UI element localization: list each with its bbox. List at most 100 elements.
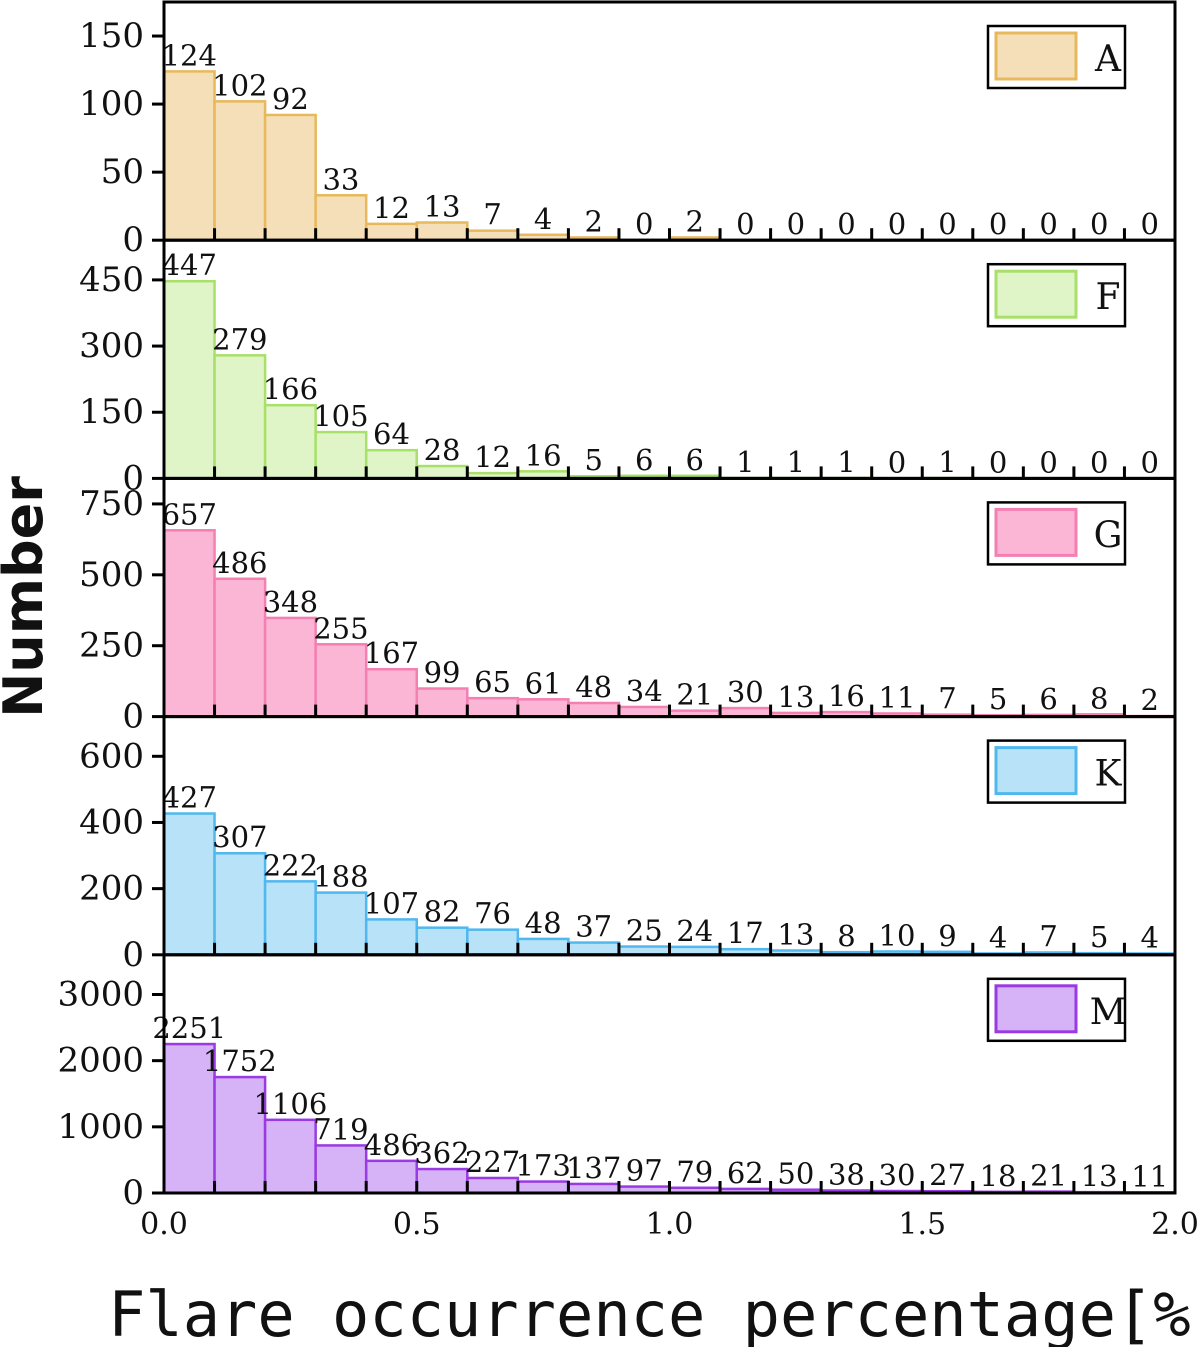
y-tick-label-m-2: 2000 bbox=[57, 1041, 144, 1081]
y-tick-label-a-3: 150 bbox=[79, 16, 144, 56]
bar-g-7 bbox=[518, 699, 569, 716]
legend-swatch-k bbox=[996, 748, 1076, 794]
data-label-a-4: 12 bbox=[373, 191, 410, 225]
data-label-g-15: 7 bbox=[938, 682, 956, 716]
bar-m-3 bbox=[316, 1145, 367, 1193]
data-label-g-8: 48 bbox=[575, 670, 612, 704]
data-label-g-13: 16 bbox=[828, 679, 865, 713]
legend-f: F bbox=[988, 264, 1125, 326]
data-label-k-17: 7 bbox=[1039, 919, 1057, 953]
data-label-k-9: 25 bbox=[626, 914, 663, 948]
legend-swatch-g bbox=[996, 509, 1076, 555]
data-label-f-1: 279 bbox=[212, 322, 267, 356]
data-label-m-17: 21 bbox=[1030, 1159, 1067, 1193]
data-label-m-1: 1752 bbox=[203, 1044, 277, 1078]
data-label-g-12: 13 bbox=[777, 680, 814, 714]
y-axis-label: Number bbox=[0, 476, 55, 718]
bar-a-2 bbox=[265, 115, 316, 240]
data-label-g-16: 5 bbox=[989, 682, 1007, 716]
bar-m-4 bbox=[366, 1161, 417, 1193]
legend-swatch-a bbox=[996, 33, 1076, 79]
bar-g-2 bbox=[265, 618, 316, 717]
data-label-f-10: 6 bbox=[686, 443, 704, 477]
bar-f-3 bbox=[316, 432, 367, 478]
bar-k-0 bbox=[164, 814, 215, 955]
data-label-m-19: 11 bbox=[1131, 1159, 1168, 1193]
bar-g-6 bbox=[467, 698, 518, 716]
data-label-a-13: 0 bbox=[837, 207, 855, 241]
data-label-k-6: 76 bbox=[474, 897, 511, 931]
bar-g-0 bbox=[164, 530, 215, 716]
y-tick-label-a-1: 50 bbox=[101, 152, 144, 192]
data-label-f-11: 1 bbox=[736, 445, 754, 479]
data-label-m-5: 362 bbox=[414, 1136, 469, 1170]
bar-f-4 bbox=[366, 450, 417, 478]
data-label-a-12: 0 bbox=[787, 207, 805, 241]
data-label-a-15: 0 bbox=[938, 207, 956, 241]
data-label-a-18: 0 bbox=[1090, 207, 1108, 241]
data-label-g-3: 255 bbox=[313, 611, 368, 645]
y-tick-label-m-3: 3000 bbox=[57, 975, 144, 1015]
bar-g-8 bbox=[568, 703, 619, 717]
legend-label-k: K bbox=[1095, 754, 1123, 795]
bar-f-0 bbox=[164, 281, 215, 478]
data-label-g-17: 6 bbox=[1039, 682, 1057, 716]
y-tick-label-k-1: 200 bbox=[79, 869, 144, 909]
bar-a-1 bbox=[215, 101, 266, 240]
data-label-f-9: 6 bbox=[635, 443, 653, 477]
data-label-a-6: 7 bbox=[483, 198, 501, 232]
data-label-a-8: 2 bbox=[584, 204, 602, 238]
data-label-a-3: 33 bbox=[322, 162, 359, 196]
data-label-g-10: 21 bbox=[676, 678, 713, 712]
bar-k-6 bbox=[467, 930, 518, 955]
x-tick-label-2: 1.0 bbox=[646, 1207, 694, 1242]
y-tick-label-k-3: 600 bbox=[79, 736, 144, 776]
bar-k-5 bbox=[417, 928, 468, 955]
bar-m-6 bbox=[467, 1178, 518, 1193]
data-label-g-19: 2 bbox=[1140, 683, 1158, 717]
bar-a-3 bbox=[316, 195, 367, 240]
bar-g-5 bbox=[417, 689, 468, 717]
data-label-m-10: 79 bbox=[676, 1155, 713, 1189]
data-label-a-0: 124 bbox=[162, 38, 217, 72]
bar-a-0 bbox=[164, 71, 215, 240]
data-label-a-7: 4 bbox=[534, 202, 552, 236]
data-label-k-2: 222 bbox=[263, 848, 318, 882]
data-label-m-15: 27 bbox=[929, 1158, 966, 1192]
data-label-m-11: 62 bbox=[727, 1156, 764, 1190]
data-label-f-4: 64 bbox=[373, 417, 410, 451]
data-label-k-12: 13 bbox=[777, 917, 814, 951]
data-label-m-13: 38 bbox=[828, 1157, 865, 1191]
legend-a: A bbox=[988, 26, 1125, 88]
data-label-a-1: 102 bbox=[212, 68, 267, 102]
data-label-a-5: 13 bbox=[424, 190, 461, 224]
data-label-g-5: 99 bbox=[424, 656, 461, 690]
data-label-f-3: 105 bbox=[313, 399, 368, 433]
data-label-g-9: 34 bbox=[626, 674, 663, 708]
data-label-m-3: 719 bbox=[313, 1112, 368, 1146]
bar-k-4 bbox=[366, 919, 417, 954]
legend-swatch-f bbox=[996, 271, 1076, 317]
data-label-g-1: 486 bbox=[212, 546, 267, 580]
y-tick-label-a-0: 0 bbox=[122, 220, 144, 260]
data-label-k-1: 307 bbox=[212, 820, 267, 854]
data-label-k-11: 17 bbox=[727, 916, 764, 950]
bar-g-1 bbox=[215, 579, 266, 717]
data-label-k-4: 107 bbox=[364, 886, 419, 920]
data-label-g-4: 167 bbox=[364, 636, 419, 670]
y-tick-label-f-1: 150 bbox=[79, 392, 144, 432]
data-label-k-3: 188 bbox=[313, 860, 368, 894]
data-label-a-16: 0 bbox=[989, 207, 1007, 241]
y-tick-label-m-1: 1000 bbox=[57, 1107, 144, 1147]
data-label-f-18: 0 bbox=[1090, 445, 1108, 479]
data-label-k-8: 37 bbox=[575, 910, 612, 944]
bar-m-5 bbox=[417, 1169, 468, 1193]
bar-k-8 bbox=[568, 943, 619, 955]
data-label-a-17: 0 bbox=[1039, 207, 1057, 241]
legend-g: G bbox=[988, 502, 1125, 564]
